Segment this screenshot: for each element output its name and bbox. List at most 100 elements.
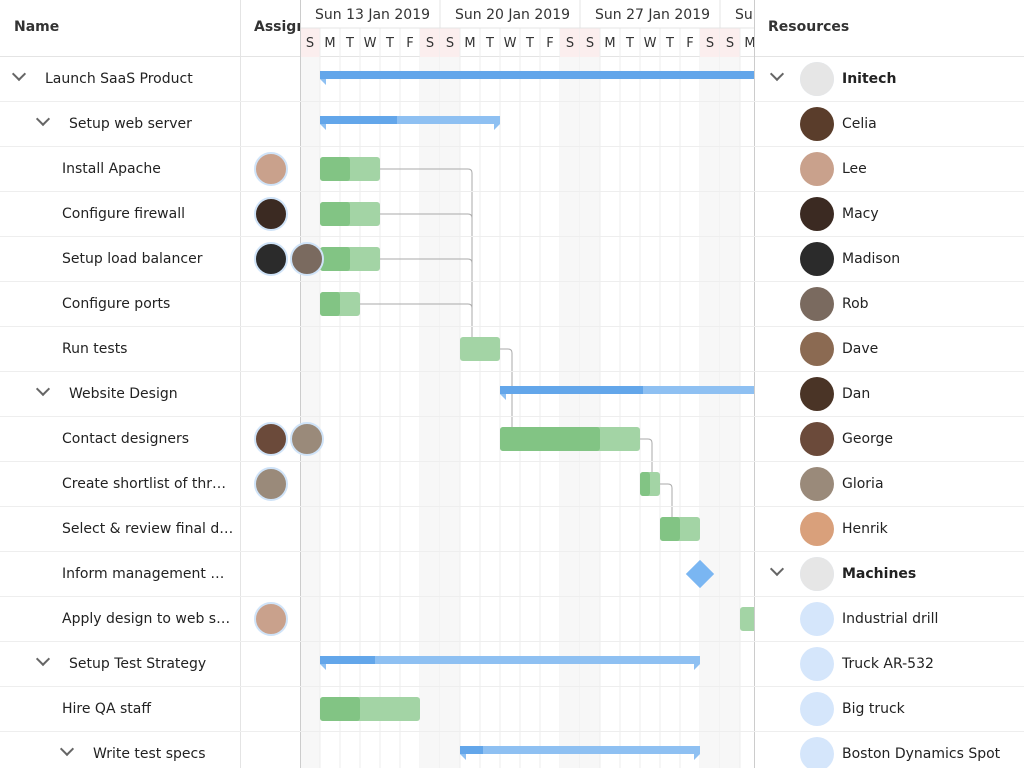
- weekend-shade: [440, 28, 460, 768]
- day-label: F: [406, 36, 413, 51]
- resource-name[interactable]: Machines: [842, 566, 917, 582]
- weekend-shade: [420, 28, 440, 768]
- task-name[interactable]: Setup Test Strategy: [69, 656, 207, 672]
- task-bar: [740, 607, 754, 631]
- row-line: [0, 506, 1024, 507]
- dependency: [380, 168, 473, 349]
- row-line: [0, 236, 1024, 237]
- expand-toggle[interactable]: [11, 66, 27, 82]
- resource-avatar: [800, 242, 834, 276]
- resource-name[interactable]: Lee: [842, 161, 867, 177]
- summary-progress: [320, 71, 754, 79]
- expand-toggle[interactable]: [35, 111, 51, 127]
- day-label: T: [345, 36, 354, 51]
- dependency: [380, 213, 473, 349]
- day-label: S: [306, 36, 314, 51]
- resource-name[interactable]: Boston Dynamics Spot: [842, 746, 1001, 762]
- task-name[interactable]: Setup load balancer: [62, 251, 203, 267]
- resource-avatar: [800, 287, 834, 321]
- task-name[interactable]: Create shortlist of thr…: [62, 476, 227, 492]
- assign-header[interactable]: Assign: [254, 19, 300, 35]
- task-name[interactable]: Setup web server: [69, 116, 192, 132]
- resources-header[interactable]: Resources: [768, 19, 850, 35]
- task-name[interactable]: Write test specs: [93, 746, 206, 762]
- day-label: S: [566, 36, 574, 51]
- resource-name[interactable]: Dave: [842, 341, 879, 357]
- resource-name[interactable]: Big truck: [842, 701, 905, 717]
- avatar: [290, 242, 324, 276]
- task-name[interactable]: Select & review final d…: [62, 521, 234, 537]
- avatar: [254, 152, 288, 186]
- task-name[interactable]: Configure ports: [62, 296, 171, 312]
- task-progress: [500, 427, 600, 451]
- task-name[interactable]: Contact designers: [62, 431, 190, 447]
- task-progress: [320, 292, 340, 316]
- resource-name[interactable]: Madison: [842, 251, 901, 267]
- weekend-head: [580, 28, 600, 57]
- weekend-shade: [301, 28, 320, 768]
- avatar: [254, 422, 288, 456]
- row-line: [0, 281, 1024, 282]
- resource-avatar: [800, 107, 834, 141]
- day-label: T: [525, 36, 534, 51]
- resource-avatar: [800, 377, 834, 411]
- weekend-head: [560, 28, 580, 57]
- summary-bar: [320, 656, 700, 670]
- task-name[interactable]: Inform management …: [62, 566, 225, 582]
- task-name[interactable]: Configure firewall: [62, 206, 185, 222]
- resource-name[interactable]: Celia: [842, 116, 877, 132]
- resource-name[interactable]: Henrik: [842, 521, 888, 537]
- day-label: S: [426, 36, 434, 51]
- day-label: M: [324, 36, 335, 51]
- task-progress: [640, 472, 650, 496]
- summary-progress: [320, 116, 397, 124]
- expand-toggle[interactable]: [769, 66, 785, 82]
- resource-name[interactable]: Initech: [842, 71, 897, 87]
- expand-toggle[interactable]: [59, 741, 75, 757]
- task-name[interactable]: Run tests: [62, 341, 128, 357]
- row-line: [0, 101, 1024, 102]
- task-name[interactable]: Apply design to web s…: [62, 611, 231, 627]
- weekend-shade: [700, 28, 720, 768]
- row-line: [0, 371, 1024, 372]
- resource-avatar: [800, 197, 834, 231]
- task-name[interactable]: Website Design: [69, 386, 178, 402]
- dependency: [640, 438, 653, 484]
- resource-avatar: [800, 692, 834, 726]
- resource-name[interactable]: Rob: [842, 296, 869, 312]
- row-line: [0, 326, 1024, 327]
- dependency: [360, 303, 473, 349]
- row-line: [0, 461, 1024, 462]
- task-name[interactable]: Install Apache: [62, 161, 161, 177]
- resource-name[interactable]: George: [842, 431, 894, 447]
- weekend-head: [420, 28, 440, 57]
- resource-name[interactable]: Industrial drill: [842, 611, 939, 627]
- resource-name[interactable]: Truck AR-532: [842, 656, 934, 672]
- day-label: T: [385, 36, 394, 51]
- day-label: F: [546, 36, 553, 51]
- row-line: [0, 146, 1024, 147]
- week-label: Sun 27 Jan 2019: [595, 7, 710, 23]
- name-header[interactable]: Name: [14, 19, 60, 35]
- task-name[interactable]: Launch SaaS Product: [45, 71, 193, 87]
- expand-toggle[interactable]: [769, 561, 785, 577]
- resource-name[interactable]: Gloria: [842, 476, 884, 492]
- resource-name[interactable]: Dan: [842, 386, 871, 402]
- day-label: W: [644, 36, 657, 51]
- divider: [754, 0, 755, 768]
- task-name[interactable]: Hire QA staff: [62, 701, 151, 717]
- resource-name[interactable]: Macy: [842, 206, 879, 222]
- dependency: [660, 483, 673, 529]
- weekend-shade: [720, 28, 740, 768]
- summary-bar: [460, 746, 700, 760]
- day-label: F: [686, 36, 693, 51]
- row-line: [0, 416, 1024, 417]
- row-line: [0, 686, 1024, 687]
- row-line: [0, 731, 1024, 732]
- task-progress: [660, 517, 680, 541]
- expand-toggle[interactable]: [35, 381, 51, 397]
- expand-toggle[interactable]: [35, 651, 51, 667]
- summary-progress: [460, 746, 483, 754]
